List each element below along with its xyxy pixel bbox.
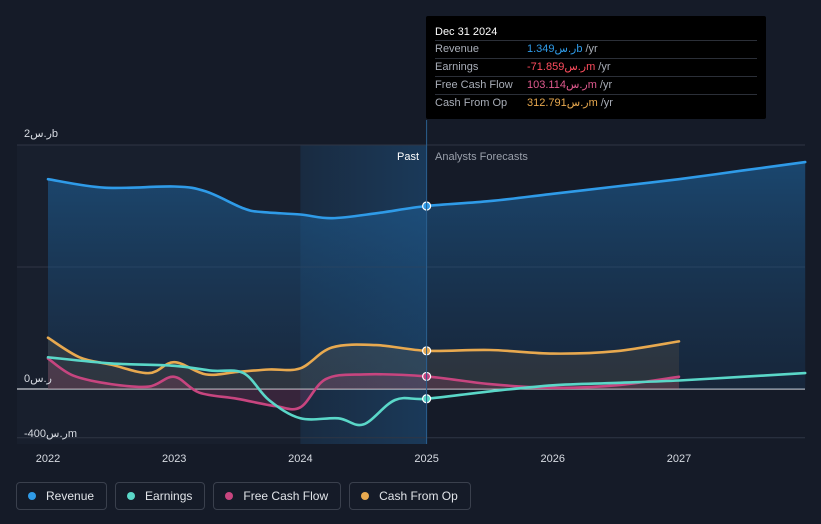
tooltip-date: Dec 31 2024 [435, 26, 498, 38]
legend-dot-icon [28, 492, 36, 500]
legend-label: Revenue [46, 489, 95, 503]
tooltip-row-earnings: Earnings -ر.س71.859m /yr [435, 58, 757, 76]
legend-dot-icon [225, 492, 234, 500]
series-line-revenue [46, 160, 807, 220]
legend-label: Cash From Op [379, 489, 458, 503]
legend-item-earnings[interactable]: Earnings [115, 482, 206, 510]
tooltip-value: ر.س312.791m [527, 97, 598, 109]
tooltip-value: ر.س103.114m [527, 79, 597, 91]
forecast-label: Analysts Forecasts [435, 151, 528, 163]
tooltip-label: Revenue [435, 43, 480, 55]
tooltip-row-revenue: Revenue ر.س1.349b /yr [435, 40, 757, 58]
tooltip-unit: /yr [599, 79, 613, 91]
legend-dot-icon [361, 492, 370, 500]
x-tick-label: 2027 [667, 453, 691, 465]
legend-label: Earnings [145, 489, 193, 503]
y-tick-top: ر.س2b [24, 128, 58, 140]
tooltip-unit: /yr [598, 61, 611, 73]
series-area-cash-from-op [48, 337, 679, 389]
x-tick-label: 2023 [162, 453, 186, 465]
legend-item-free-cash-flow[interactable]: Free Cash Flow [213, 482, 342, 510]
tooltip-row-free-cash-flow: Free Cash Flow ر.س103.114m /yr [435, 76, 757, 94]
x-tick-label: 2025 [414, 453, 438, 465]
series-line-cash-from-op [46, 336, 681, 377]
data-tooltip: Dec 31 2024 Revenue ر.س1.349b /yr Earnin… [426, 16, 766, 119]
tooltip-value: -ر.س71.859m [527, 61, 596, 73]
tooltip-label: Cash From Op [435, 97, 508, 109]
tooltip-row-cash-from-op: Cash From Op ر.س312.791m /yr [435, 94, 757, 112]
legend-item-cash-from-op[interactable]: Cash From Op [349, 482, 471, 510]
y-tick-bottom: -ر.س400m [24, 428, 77, 440]
legend-dot-icon [127, 492, 136, 500]
tooltip-label: Earnings [435, 61, 479, 73]
tooltip-unit: /yr [585, 43, 598, 55]
x-tick-label: 2022 [36, 453, 60, 465]
series-line-earnings [46, 356, 807, 427]
series-area-free-cash-flow [48, 358, 679, 410]
x-tick-label: 2024 [288, 453, 312, 465]
tooltip-value: ر.س1.349b [527, 43, 583, 55]
tooltip-unit: /yr [600, 97, 613, 109]
legend-label: Free Cash Flow [243, 489, 329, 503]
past-label: Past [397, 151, 419, 163]
y-tick-zero: ر.س0 [24, 373, 52, 385]
x-tick-label: 2026 [541, 453, 565, 465]
chart-legend: Revenue Earnings Free Cash Flow Cash Fro… [16, 482, 471, 510]
legend-item-revenue[interactable]: Revenue [16, 482, 108, 510]
series-line-free-cash-flow [46, 357, 681, 411]
tooltip-label: Free Cash Flow [435, 79, 513, 91]
